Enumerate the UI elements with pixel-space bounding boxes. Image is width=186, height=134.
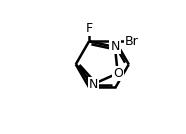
Text: N: N	[110, 40, 120, 53]
Text: O: O	[113, 67, 123, 80]
Text: N: N	[89, 78, 98, 91]
Text: F: F	[85, 22, 93, 35]
Text: Br: Br	[125, 35, 139, 48]
